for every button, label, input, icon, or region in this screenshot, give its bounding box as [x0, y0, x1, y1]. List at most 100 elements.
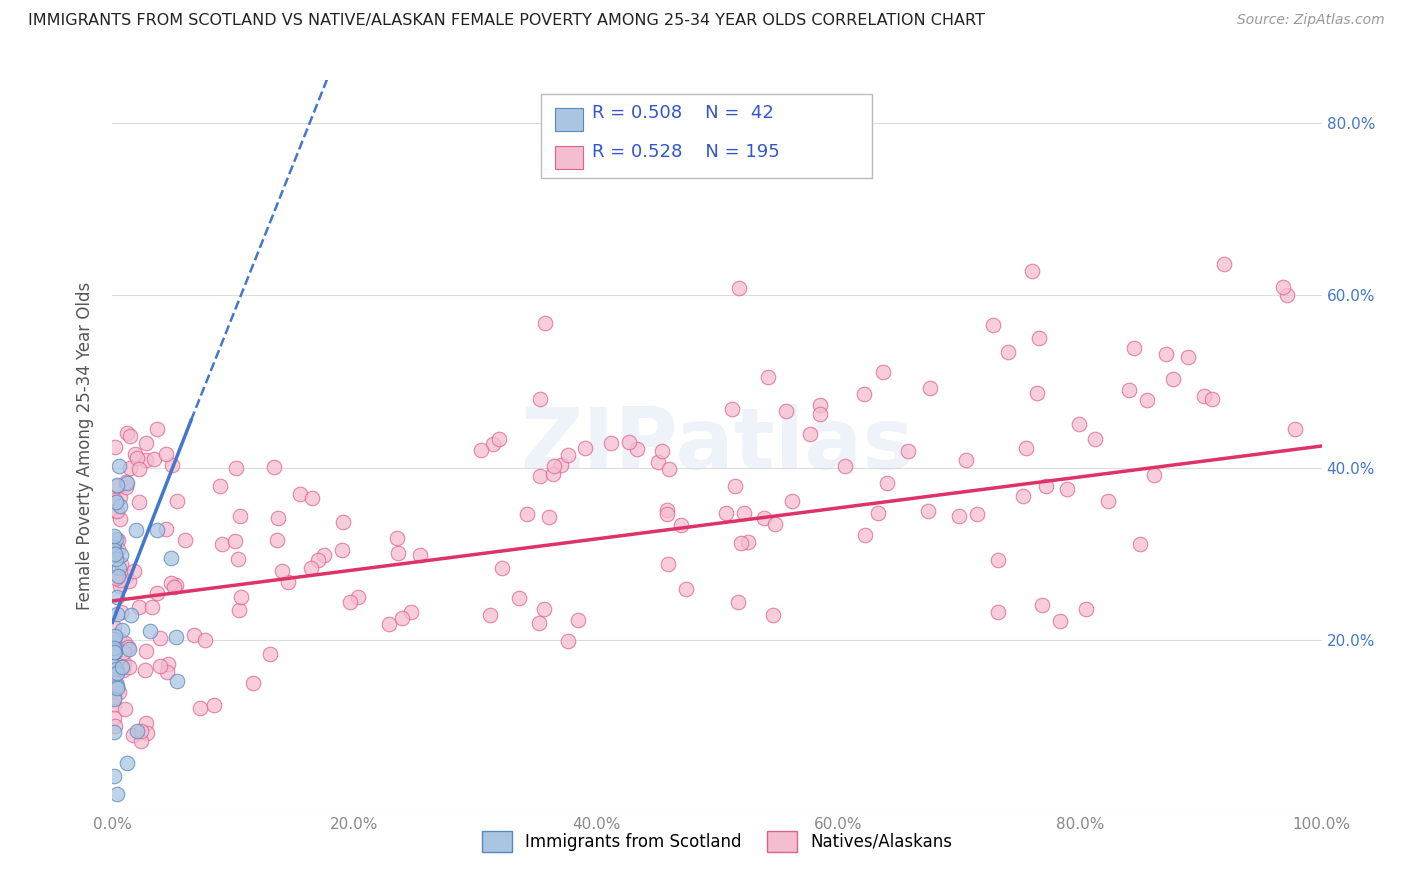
Point — [103, 659, 125, 673]
Point — [897, 444, 920, 458]
Point — [108, 579, 131, 593]
Point — [721, 402, 744, 417]
Point — [146, 585, 169, 599]
Point — [103, 698, 125, 712]
Point — [529, 392, 551, 407]
Point — [808, 407, 831, 421]
Point — [808, 398, 831, 412]
Point — [108, 458, 131, 473]
Point — [105, 607, 128, 621]
Point — [478, 607, 501, 622]
Point — [347, 590, 370, 604]
Point — [658, 461, 681, 475]
Point — [104, 571, 127, 585]
Point — [128, 462, 150, 476]
Point — [209, 478, 232, 492]
Point — [714, 506, 737, 520]
Point — [103, 690, 125, 704]
Point — [567, 613, 589, 627]
Point — [103, 645, 125, 659]
Point — [157, 657, 180, 671]
Point — [114, 569, 136, 583]
Point — [104, 493, 127, 508]
Point — [782, 494, 804, 508]
Point — [997, 345, 1019, 359]
Point — [1021, 264, 1043, 278]
Point — [110, 512, 132, 526]
Point — [669, 518, 692, 533]
Point — [981, 318, 1004, 333]
Point — [155, 665, 177, 680]
Point — [675, 582, 697, 597]
Point — [135, 435, 157, 450]
Point — [987, 605, 1010, 619]
Point — [508, 591, 530, 606]
Point — [128, 495, 150, 509]
Point — [866, 506, 889, 520]
Point — [105, 533, 128, 547]
Point — [733, 506, 755, 520]
Point — [163, 580, 186, 594]
Point — [987, 553, 1010, 567]
Point — [155, 447, 177, 461]
Point — [277, 575, 299, 590]
Point — [834, 459, 856, 474]
Point — [920, 381, 942, 395]
Point — [155, 522, 177, 536]
Point — [127, 450, 149, 465]
Point — [1084, 432, 1107, 446]
Point — [391, 611, 413, 625]
Point — [114, 480, 136, 494]
Point — [1194, 389, 1216, 403]
Point — [124, 523, 146, 537]
Point — [114, 645, 136, 659]
Point — [516, 507, 538, 521]
Point — [301, 491, 323, 505]
Point — [194, 632, 217, 647]
Point — [231, 590, 253, 604]
Point — [120, 607, 142, 622]
Point — [307, 553, 329, 567]
Point — [165, 630, 187, 644]
Point — [115, 475, 138, 490]
Point — [166, 577, 188, 591]
Point — [128, 599, 150, 614]
Point — [118, 574, 141, 588]
Point — [105, 495, 128, 509]
Point — [117, 660, 139, 674]
Text: IMMIGRANTS FROM SCOTLAND VS NATIVE/ALASKAN FEMALE POVERTY AMONG 25-34 YEAR OLDS : IMMIGRANTS FROM SCOTLAND VS NATIVE/ALASK… — [28, 13, 986, 29]
Point — [799, 427, 821, 442]
Point — [657, 507, 679, 521]
Point — [1201, 392, 1223, 406]
Point — [110, 548, 132, 562]
Point — [1118, 384, 1140, 398]
Point — [312, 548, 335, 562]
Point — [103, 645, 125, 659]
Point — [107, 637, 129, 651]
Point — [174, 533, 197, 547]
Point — [657, 503, 679, 517]
Point — [111, 623, 134, 637]
Point — [115, 426, 138, 441]
Point — [103, 692, 125, 706]
Point — [533, 602, 555, 616]
Text: R = 0.528    N = 195: R = 0.528 N = 195 — [592, 143, 780, 161]
Point — [1015, 442, 1038, 456]
Point — [107, 533, 129, 548]
Point — [105, 676, 128, 690]
Point — [872, 365, 894, 379]
Point — [647, 455, 669, 469]
Point — [1212, 257, 1234, 271]
Point — [105, 477, 128, 491]
Point — [763, 517, 786, 532]
Point — [617, 435, 640, 450]
Point — [114, 701, 136, 715]
Point — [118, 461, 141, 475]
Point — [135, 726, 157, 740]
Point — [488, 432, 510, 446]
Point — [242, 675, 264, 690]
Point — [387, 546, 409, 560]
Point — [103, 725, 125, 739]
Point — [108, 561, 131, 575]
Point — [104, 503, 127, 517]
